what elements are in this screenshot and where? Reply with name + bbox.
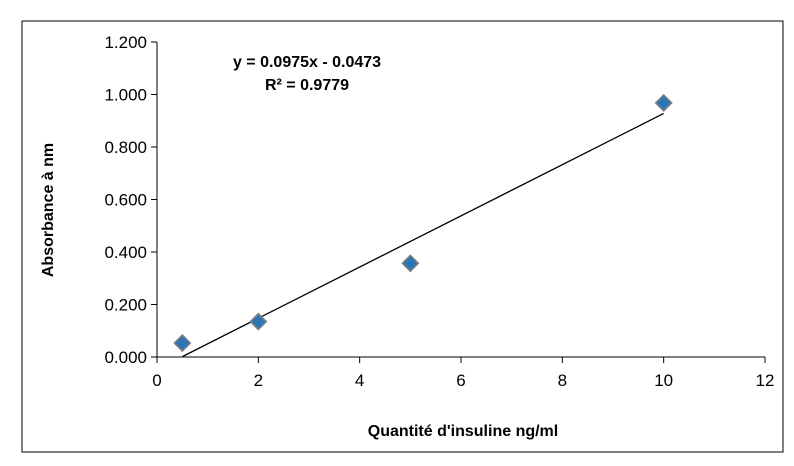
trendline bbox=[182, 112, 664, 358]
x-tick-label: 8 bbox=[558, 371, 567, 390]
data-point bbox=[401, 254, 420, 273]
y-tick-label: 0.600 bbox=[104, 191, 147, 210]
data-point bbox=[249, 312, 268, 331]
trendline-r-squared: R² = 0.9779 bbox=[265, 77, 349, 94]
y-tick-label: 0.200 bbox=[104, 296, 147, 315]
x-tick-label: 4 bbox=[355, 371, 364, 390]
chart-border bbox=[21, 20, 784, 453]
data-point bbox=[654, 93, 673, 112]
x-tick-label: 0 bbox=[152, 371, 161, 390]
trendline-layer bbox=[182, 112, 664, 358]
y-tick-label: 1.000 bbox=[104, 86, 147, 105]
labels-layer: y = 0.0975x - 0.0473 R² = 0.9779 Quantit… bbox=[40, 54, 558, 440]
x-tick-label: 6 bbox=[456, 371, 465, 390]
data-point bbox=[173, 334, 192, 353]
y-tick-label: 0.000 bbox=[104, 348, 147, 367]
y-axis-title: Absorbance à nm bbox=[40, 143, 57, 277]
points-layer bbox=[173, 93, 673, 353]
y-tick-label: 0.800 bbox=[104, 138, 147, 157]
x-axis-title: Quantité d'insuline ng/ml bbox=[368, 423, 558, 440]
y-tick-label: 1.200 bbox=[104, 33, 147, 52]
y-tick-label: 0.400 bbox=[104, 243, 147, 262]
axes: 0.000 0.200 0.400 0.600 0.800 1.000 1.200 0 2 4 6 8… bbox=[104, 33, 774, 390]
trendline-equation: y = 0.0975x - 0.0473 bbox=[233, 54, 381, 71]
x-tick-label: 10 bbox=[654, 371, 673, 390]
x-tick-label: 12 bbox=[756, 371, 775, 390]
x-tick-label: 2 bbox=[254, 371, 263, 390]
